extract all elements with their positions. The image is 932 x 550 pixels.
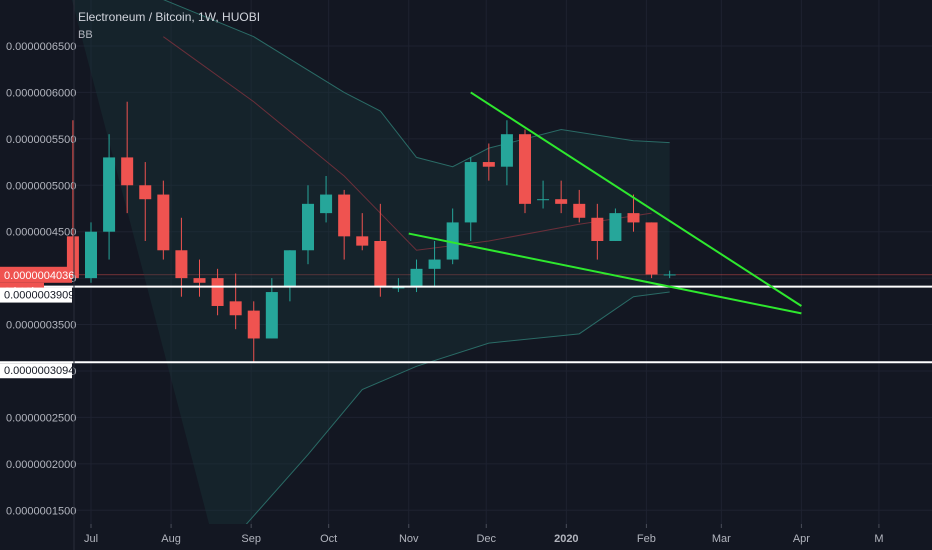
x-tick-label: Nov bbox=[399, 533, 419, 545]
candle-body bbox=[157, 194, 170, 251]
candle-body bbox=[573, 203, 586, 218]
x-tick-label: Dec bbox=[476, 533, 496, 545]
y-tick-label: 0.0000005000 bbox=[6, 180, 76, 192]
candle-body bbox=[518, 134, 531, 204]
candle-body bbox=[139, 185, 152, 200]
candle-body bbox=[247, 310, 260, 339]
candle-body bbox=[121, 157, 134, 186]
candle-body bbox=[663, 274, 676, 276]
symbol-title[interactable]: Electroneum / Bitcoin, 1W, HUOBI bbox=[78, 10, 261, 24]
x-tick-label: Jul bbox=[84, 533, 98, 545]
candle-body bbox=[591, 217, 604, 241]
indicator-label[interactable]: BB bbox=[78, 29, 93, 41]
candle-body bbox=[338, 194, 351, 237]
bb-lower-line bbox=[222, 291, 670, 550]
x-tick-label: Apr bbox=[793, 533, 810, 545]
candle-body bbox=[85, 231, 97, 279]
x-tick-label: M bbox=[874, 533, 883, 545]
candle-body bbox=[211, 278, 224, 306]
candle-body bbox=[265, 292, 278, 339]
level-label-box bbox=[0, 363, 72, 379]
y-tick-label: 0.0000006000 bbox=[6, 87, 76, 99]
candle-body bbox=[283, 250, 296, 288]
candle-body bbox=[301, 203, 314, 251]
level-label: 0.0000003909 bbox=[4, 290, 74, 302]
candle-body bbox=[645, 222, 658, 275]
candle-body bbox=[103, 157, 116, 232]
x-tick-label: Sep bbox=[241, 533, 261, 545]
candle-body bbox=[537, 199, 550, 201]
candles bbox=[66, 101, 676, 362]
candle-body bbox=[193, 278, 206, 283]
x-tick-label: Aug bbox=[161, 533, 181, 545]
candle-body bbox=[609, 213, 622, 241]
y-tick-label: 0.0000002500 bbox=[6, 412, 76, 424]
y-tick-label: 0.0000003500 bbox=[6, 320, 76, 332]
candle-body bbox=[229, 301, 242, 316]
price-badge-label: 0.0000004036 bbox=[4, 270, 74, 282]
plot-area bbox=[74, 0, 932, 524]
candle-body bbox=[446, 222, 459, 260]
y-tick-label: 0.0000001500 bbox=[6, 505, 76, 517]
candle-body bbox=[482, 162, 495, 167]
candle-body bbox=[175, 250, 188, 279]
price-badge bbox=[0, 266, 72, 283]
bb-basis-line bbox=[163, 36, 652, 251]
candle-body bbox=[627, 213, 640, 223]
candle-body bbox=[410, 268, 423, 288]
candle-body bbox=[464, 162, 477, 223]
candle-body bbox=[555, 199, 568, 204]
x-tick-label: 2020 bbox=[554, 533, 578, 545]
trendlines[interactable] bbox=[0, 91, 932, 364]
grid bbox=[74, 0, 932, 524]
x-axis-bar bbox=[74, 524, 932, 550]
x-tick-label: Oct bbox=[320, 533, 337, 545]
candle-body bbox=[320, 194, 333, 214]
candle-body bbox=[356, 236, 369, 246]
candle-body bbox=[392, 287, 405, 289]
level-label-box bbox=[0, 287, 72, 303]
bollinger-bands bbox=[71, 0, 670, 550]
candle-body bbox=[374, 240, 387, 288]
candle-body bbox=[428, 259, 441, 269]
y-tick-label: 0.0000005500 bbox=[6, 134, 76, 146]
y-tick-label: 0.0000002000 bbox=[6, 459, 76, 471]
bb-upper-line bbox=[163, 0, 670, 168]
y-tick-label: 0.0000006500 bbox=[6, 41, 76, 53]
trendline bbox=[470, 91, 802, 307]
x-tick-label: Mar bbox=[712, 533, 731, 545]
trendline bbox=[408, 232, 802, 315]
level-label: 0.0000003094 bbox=[4, 365, 74, 377]
candle-body bbox=[500, 134, 513, 167]
y-tick-label: 0.0000004500 bbox=[6, 227, 76, 239]
x-tick-label: Feb bbox=[637, 533, 656, 545]
band-fill bbox=[71, 0, 670, 550]
